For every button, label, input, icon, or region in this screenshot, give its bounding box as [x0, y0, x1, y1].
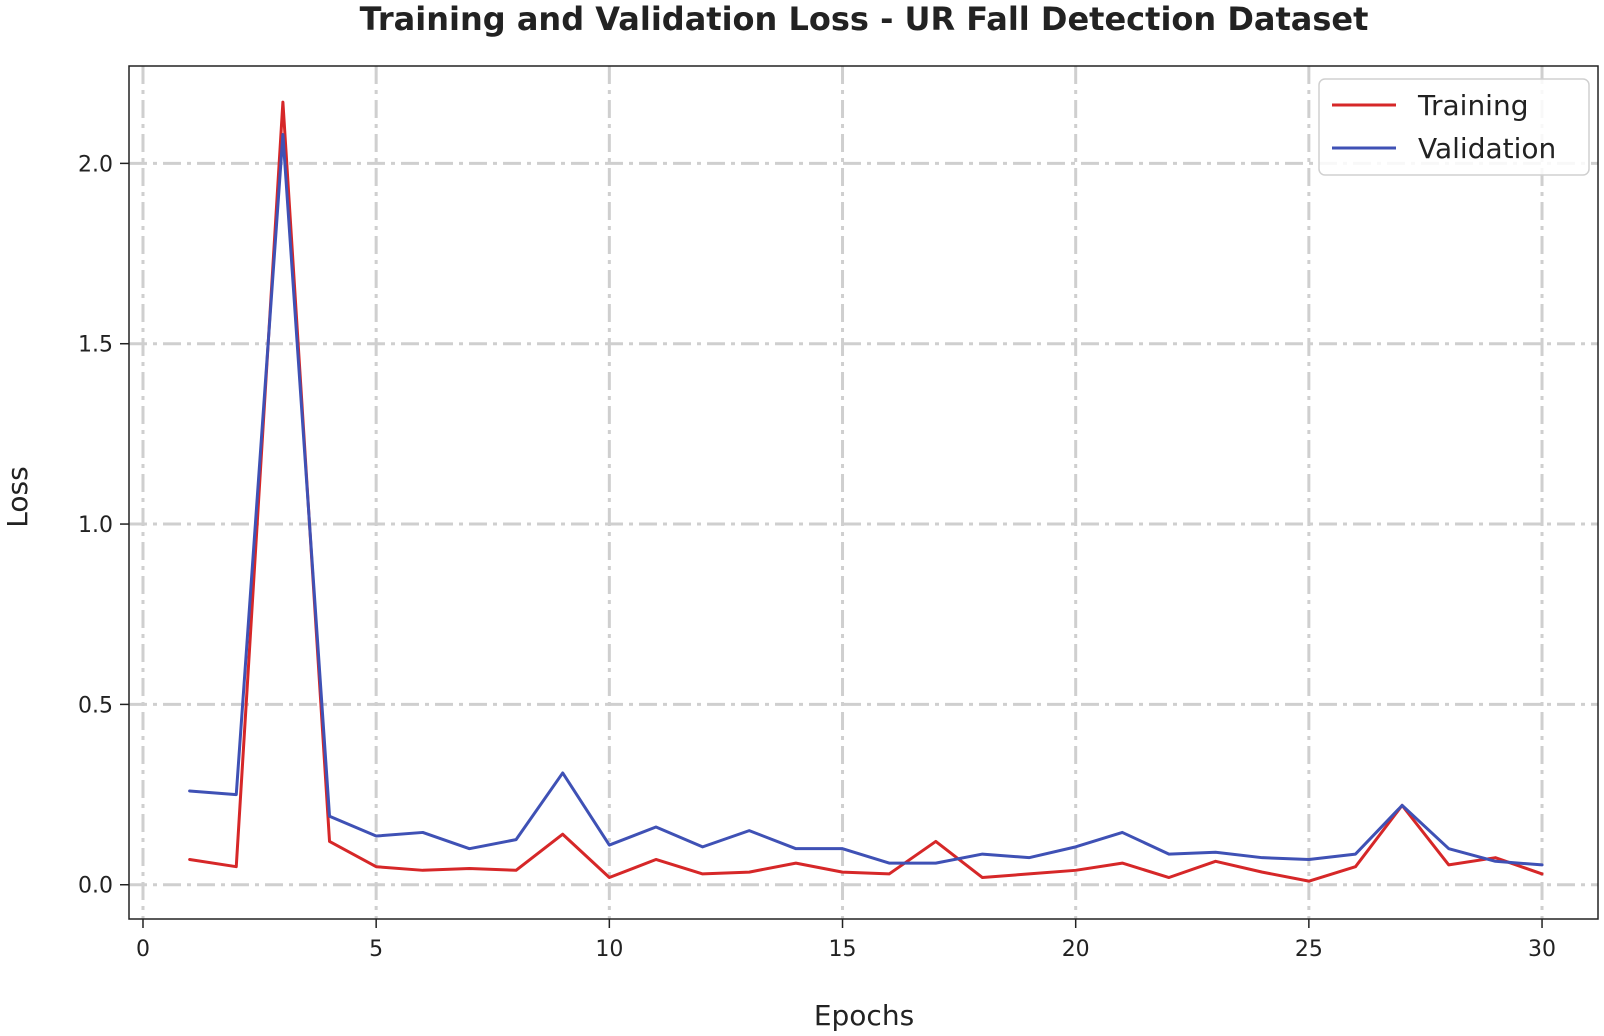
y-tick-label: 1.5: [78, 333, 113, 358]
y-axis-label: Loss: [1, 466, 34, 527]
plot-frame: [128, 65, 1599, 920]
chart-title: Training and Validation Loss - UR Fall D…: [360, 0, 1369, 38]
y-tick-label: 2.0: [78, 152, 113, 177]
x-axis-label: Epochs: [814, 999, 914, 1032]
x-tick-label: 15: [829, 937, 857, 962]
x-tick-label: 10: [595, 937, 623, 962]
axis-ticks: 0 5 10 15 20 25 30 0.0 0.5 1.0 1.5 2.0: [78, 152, 1556, 962]
plot-series: [188, 100, 1544, 883]
legend-box: [1318, 78, 1590, 176]
y-tick-label: 0.5: [78, 693, 113, 718]
grid: [129, 66, 1598, 919]
legend-label-validation: Validation: [1418, 132, 1556, 165]
legend-label-training: Training: [1417, 89, 1528, 122]
x-tick-label: 20: [1062, 937, 1090, 962]
x-tick-label: 30: [1528, 937, 1556, 962]
series-line-validation: [188, 133, 1544, 867]
series-line-training: [188, 100, 1544, 883]
x-tick-label: 5: [369, 937, 383, 962]
legend: Training Validation: [1318, 78, 1590, 176]
x-tick-label: 0: [136, 937, 150, 962]
x-tick-label: 25: [1295, 937, 1323, 962]
y-tick-label: 0.0: [78, 874, 113, 899]
y-tick-label: 1.0: [78, 513, 113, 538]
